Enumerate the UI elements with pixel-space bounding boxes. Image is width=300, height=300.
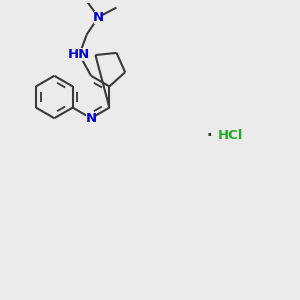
- FancyBboxPatch shape: [86, 112, 96, 125]
- Text: N: N: [93, 11, 104, 24]
- Text: N: N: [85, 112, 97, 125]
- Text: ·: ·: [206, 128, 212, 143]
- FancyBboxPatch shape: [94, 11, 103, 24]
- Text: HN: HN: [68, 48, 91, 61]
- Text: HCl: HCl: [218, 129, 243, 142]
- FancyBboxPatch shape: [70, 48, 89, 61]
